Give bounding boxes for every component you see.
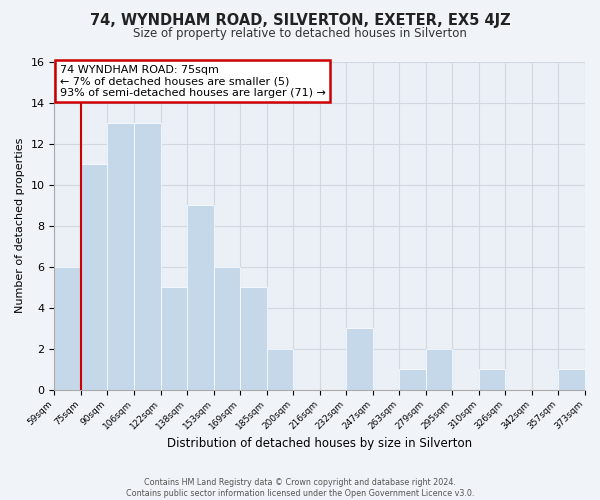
Text: 74, WYNDHAM ROAD, SILVERTON, EXETER, EX5 4JZ: 74, WYNDHAM ROAD, SILVERTON, EXETER, EX5… [89,12,511,28]
Bar [266,348,293,390]
Bar [187,205,214,390]
Bar [426,348,452,390]
Bar [346,328,373,390]
Bar [55,266,81,390]
Text: Contains HM Land Registry data © Crown copyright and database right 2024.
Contai: Contains HM Land Registry data © Crown c… [126,478,474,498]
Y-axis label: Number of detached properties: Number of detached properties [15,138,25,314]
Bar [214,266,240,390]
Bar [559,369,585,390]
Bar [399,369,426,390]
Bar [107,123,134,390]
Bar [81,164,107,390]
Text: Size of property relative to detached houses in Silverton: Size of property relative to detached ho… [133,28,467,40]
X-axis label: Distribution of detached houses by size in Silverton: Distribution of detached houses by size … [167,437,472,450]
Bar [161,287,187,390]
Bar [479,369,505,390]
Text: 74 WYNDHAM ROAD: 75sqm
← 7% of detached houses are smaller (5)
93% of semi-detac: 74 WYNDHAM ROAD: 75sqm ← 7% of detached … [60,65,326,98]
Bar [240,287,266,390]
Bar [134,123,161,390]
